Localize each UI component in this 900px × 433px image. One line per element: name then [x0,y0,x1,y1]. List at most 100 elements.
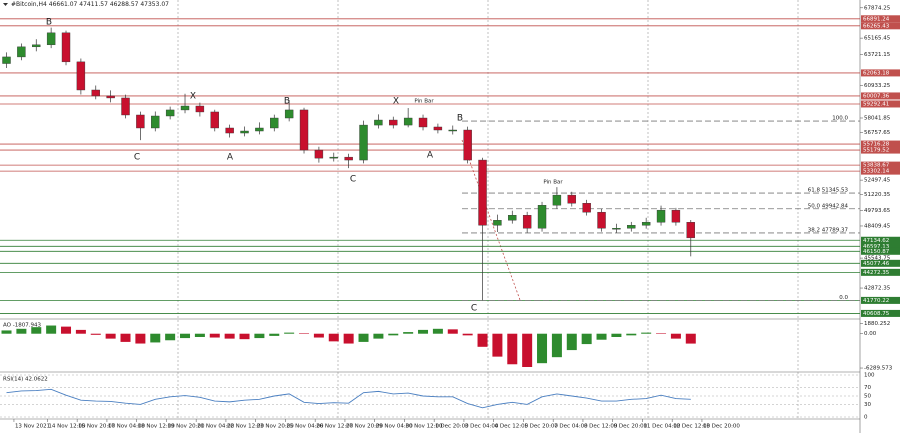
ao-bar [581,333,592,345]
x-tick-label: 17 Nov 04:00 [108,424,146,430]
ao-bar [194,333,205,337]
candle-body [522,215,532,229]
candle-body [91,89,100,97]
x-tick-label: 19 Nov 20:00 [167,424,205,430]
candle-body [195,105,205,113]
menu-arrow[interactable] [3,3,8,6]
x-tick-label: 7 Dec 04:00 [554,424,588,430]
level-label: 55179.52 [863,148,889,154]
wave-label: C [471,304,477,314]
ao-bar [313,333,324,338]
wave-label: B [457,114,463,124]
x-tick-label: 25 Nov 04:00 [286,424,324,430]
candle-body [17,46,26,58]
x-tick-label: 3 Dec 04:00 [465,424,499,430]
candle-body [46,32,56,46]
ao-bar [685,333,696,344]
chart-title: #Bitcoin,H4 46661.07 47411.57 46288.57 4… [11,1,169,8]
candle-body [508,215,517,221]
candle-body [106,95,115,99]
level-label: 45077.46 [863,261,890,267]
ao-bar [328,333,339,342]
y-tick-label: 45543.75 [864,256,891,262]
ao-bar [150,333,161,343]
ao-bar [462,333,473,336]
y-tick-label: 70 [864,385,871,391]
y-tick-label: 49793.65 [864,208,891,214]
ao-bar [135,333,146,344]
level-label-box [861,92,900,100]
y-tick-label: 56757.65 [864,130,891,136]
ao-bar [537,333,548,364]
wave-label: C [350,175,356,185]
wave-label: A [427,151,434,161]
y-tick-label: 30 [864,402,871,408]
ao-bar [16,328,27,334]
candle-body [403,117,413,126]
fib-label: 38.2 47789.37 [808,227,849,233]
candle-body [686,222,695,239]
x-tick-label: 13 Dec 20:00 [703,424,740,430]
y-tick-label: 0.00 [864,331,877,337]
rsi-line [6,388,691,409]
fib-label: 61.8 51345.53 [808,188,849,194]
ao-bar [611,333,622,337]
y-tick-label: -6289.573 [864,366,893,372]
level-label-box [861,259,900,267]
y-tick-label: 63721.15 [864,52,891,58]
ao-bar [31,327,42,334]
ao-bar [239,333,250,340]
candle-body [329,156,338,159]
ao-bar [75,329,86,334]
wave-label: C [134,153,140,163]
candle-body [240,130,249,134]
y-tick-label: 100 [864,373,875,379]
candle-body [567,194,576,204]
ao-bar [432,328,443,334]
ao-bar [254,333,265,339]
candle-body [299,109,309,151]
fib-label: 100.0 [832,116,848,122]
candle-body [136,114,145,129]
ao-bar [492,333,503,357]
ao-bar [388,333,399,336]
ao-bar [566,333,577,351]
y-tick-label: 52497.45 [864,178,891,184]
candle-body [627,225,636,229]
level-label-box [861,242,900,250]
ao-bar [1,330,12,334]
ao-bar [641,332,652,334]
candle-body [121,97,130,116]
ao-bar [46,325,57,334]
candle-body [656,209,666,223]
candle-body [493,220,502,226]
candle-body [433,126,443,131]
wave-label: B [46,18,52,28]
candle-body [671,209,681,223]
fib-label: 50.0 49942.84 [808,203,849,209]
level-label-box [861,140,900,148]
y-tick-label: 51220.35 [864,192,891,198]
y-tick-label: 65165.45 [864,36,891,42]
candle-body [641,222,651,226]
candle-body [374,119,383,126]
ao-bar [269,333,280,336]
candle-body [463,129,472,161]
candle-body [314,149,324,159]
x-tick-label: 1 Dec 20:00 [435,424,469,430]
x-tick-label: 23 Nov 20:00 [257,424,295,430]
candle-body [76,61,86,91]
ao-bar [61,326,72,334]
y-tick-label: 42872.35 [864,286,891,292]
ao-bar [165,333,176,341]
x-tick-label: 12 Dec 12:00 [673,424,710,430]
x-tick-label: 29 Nov 04:00 [376,424,414,430]
level-label-box [861,22,900,30]
level-label: 46150.87 [863,249,890,255]
ao-bar [224,333,235,339]
candle-body [344,156,353,161]
y-tick-label: 48409.45 [864,223,891,229]
ao-bar [551,333,562,358]
level-label: 66891.24 [863,16,890,22]
level-label: 59292.41 [863,101,889,107]
